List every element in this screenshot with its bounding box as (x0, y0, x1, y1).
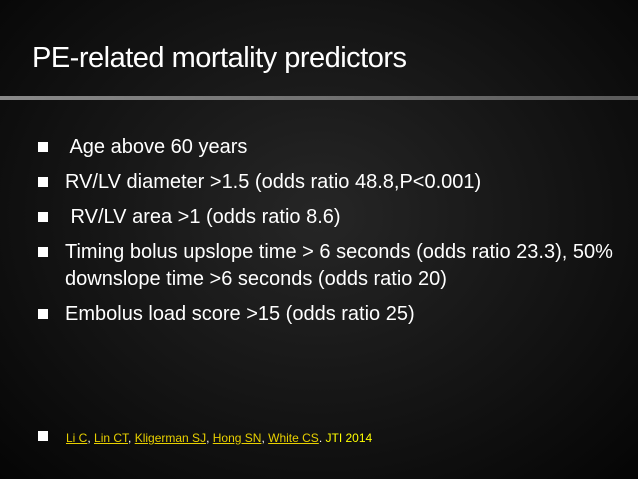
reference-line: Li C, Lin CT, Kligerman SJ, Hong SN, Whi… (38, 430, 372, 446)
bullet-item: Embolus load score >15 (odds ratio 25) (38, 301, 618, 328)
bullet-text: RV/LV area >1 (odds ratio 8.6) (65, 206, 341, 228)
author-separator: , (206, 431, 213, 445)
square-bullet-icon (38, 212, 48, 222)
square-bullet-icon (38, 431, 48, 441)
reference-journal: JTI 2014 (325, 431, 373, 445)
author-separator: , (87, 431, 95, 445)
author-link[interactable]: Kligerman SJ (134, 431, 207, 445)
author-link[interactable]: Lin CT (94, 431, 129, 445)
reference-content: Li C, Lin CT, Kligerman SJ, Hong SN, Whi… (38, 431, 372, 445)
slide-title: PE-related mortality predictors (32, 42, 407, 74)
author-separator: , (261, 431, 269, 445)
title-divider (0, 96, 638, 100)
reference-period: . (318, 431, 326, 445)
bullet-item: Age above 60 years (38, 134, 618, 161)
bullet-text: RV/LV diameter >1.5 (odds ratio 48.8,P<0… (65, 171, 482, 193)
bullet-text: Embolus load score >15 (odds ratio 25) (65, 303, 415, 325)
author-link[interactable]: Li C (66, 431, 88, 445)
author-link[interactable]: White CS (268, 431, 319, 445)
bullet-item: Timing bolus upslope time > 6 seconds (o… (38, 239, 618, 293)
square-bullet-icon (38, 177, 48, 187)
bullet-text: Timing bolus upslope time > 6 seconds (o… (65, 241, 613, 290)
square-bullet-icon (38, 142, 48, 152)
bullet-item: RV/LV area >1 (odds ratio 8.6) (38, 204, 618, 231)
square-bullet-icon (38, 309, 48, 319)
bullet-list: Age above 60 years RV/LV diameter >1.5 (… (38, 134, 618, 336)
bullet-item: RV/LV diameter >1.5 (odds ratio 48.8,P<0… (38, 169, 618, 196)
author-link[interactable]: Hong SN (212, 431, 262, 445)
bullet-text: Age above 60 years (65, 136, 248, 158)
author-separator: , (128, 431, 135, 445)
square-bullet-icon (38, 247, 48, 257)
